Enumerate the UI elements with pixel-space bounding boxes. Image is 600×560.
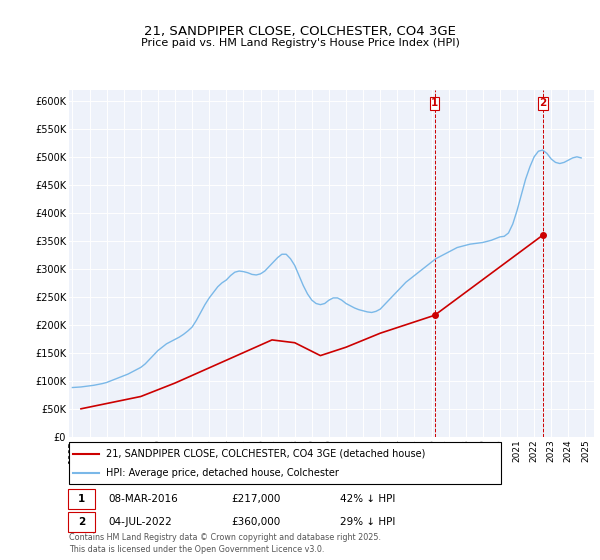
Text: 42% ↓ HPI: 42% ↓ HPI [340, 494, 396, 504]
Text: 08-MAR-2016: 08-MAR-2016 [108, 494, 178, 504]
Text: 1: 1 [78, 494, 85, 504]
Text: 1: 1 [431, 99, 438, 108]
Text: Contains HM Land Registry data © Crown copyright and database right 2025.
This d: Contains HM Land Registry data © Crown c… [69, 533, 381, 554]
Text: 21, SANDPIPER CLOSE, COLCHESTER, CO4 3GE: 21, SANDPIPER CLOSE, COLCHESTER, CO4 3GE [144, 25, 456, 38]
Text: £360,000: £360,000 [231, 517, 280, 526]
Text: HPI: Average price, detached house, Colchester: HPI: Average price, detached house, Colc… [106, 468, 338, 478]
Text: 2: 2 [78, 517, 85, 526]
Text: 04-JUL-2022: 04-JUL-2022 [108, 517, 172, 526]
FancyBboxPatch shape [68, 512, 95, 531]
Text: 2: 2 [539, 99, 547, 108]
FancyBboxPatch shape [69, 442, 501, 484]
Text: £217,000: £217,000 [231, 494, 280, 504]
Text: 21, SANDPIPER CLOSE, COLCHESTER, CO4 3GE (detached house): 21, SANDPIPER CLOSE, COLCHESTER, CO4 3GE… [106, 449, 425, 459]
FancyBboxPatch shape [68, 489, 95, 509]
Text: 29% ↓ HPI: 29% ↓ HPI [340, 517, 396, 526]
Text: Price paid vs. HM Land Registry's House Price Index (HPI): Price paid vs. HM Land Registry's House … [140, 38, 460, 48]
